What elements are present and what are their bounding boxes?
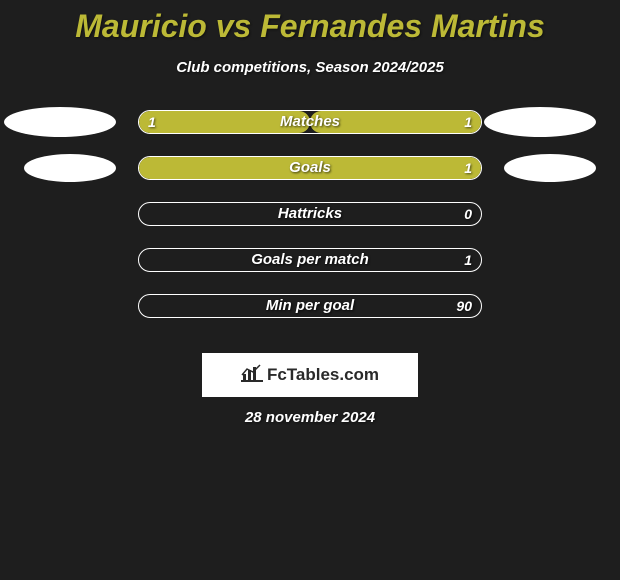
stat-row: Min per goal90 [0, 294, 620, 318]
right-value: 90 [456, 294, 472, 318]
stat-row: Hattricks0 [0, 202, 620, 226]
stat-label: Goals per match [138, 248, 482, 272]
stat-label: Min per goal [138, 294, 482, 318]
date-label: 28 november 2024 [0, 409, 620, 426]
chart-icon [241, 364, 263, 387]
stat-row: Matches1 1 [0, 110, 620, 134]
player-ellipse [484, 107, 596, 137]
player-ellipse [504, 154, 596, 182]
stat-label: Matches [138, 110, 482, 134]
right-value: 0 [464, 202, 472, 226]
page-title: Mauricio vs Fernandes Martins [0, 0, 620, 45]
player-ellipse [4, 107, 116, 137]
logo-box: FcTables.com [202, 353, 418, 397]
logo-text: FcTables.com [267, 365, 379, 385]
right-value: 1 [464, 248, 472, 272]
subtitle: Club competitions, Season 2024/2025 [0, 59, 620, 76]
player-ellipse [24, 154, 116, 182]
stat-label: Hattricks [138, 202, 482, 226]
comparison-chart: Matches11Goals1Hattricks0Goals per match… [0, 110, 620, 318]
stat-label: Goals [138, 156, 482, 180]
right-value: 1 [464, 110, 472, 134]
stat-row: Goals1 [0, 156, 620, 180]
right-value: 1 [464, 156, 472, 180]
left-value: 1 [148, 110, 156, 134]
stat-row: Goals per match1 [0, 248, 620, 272]
